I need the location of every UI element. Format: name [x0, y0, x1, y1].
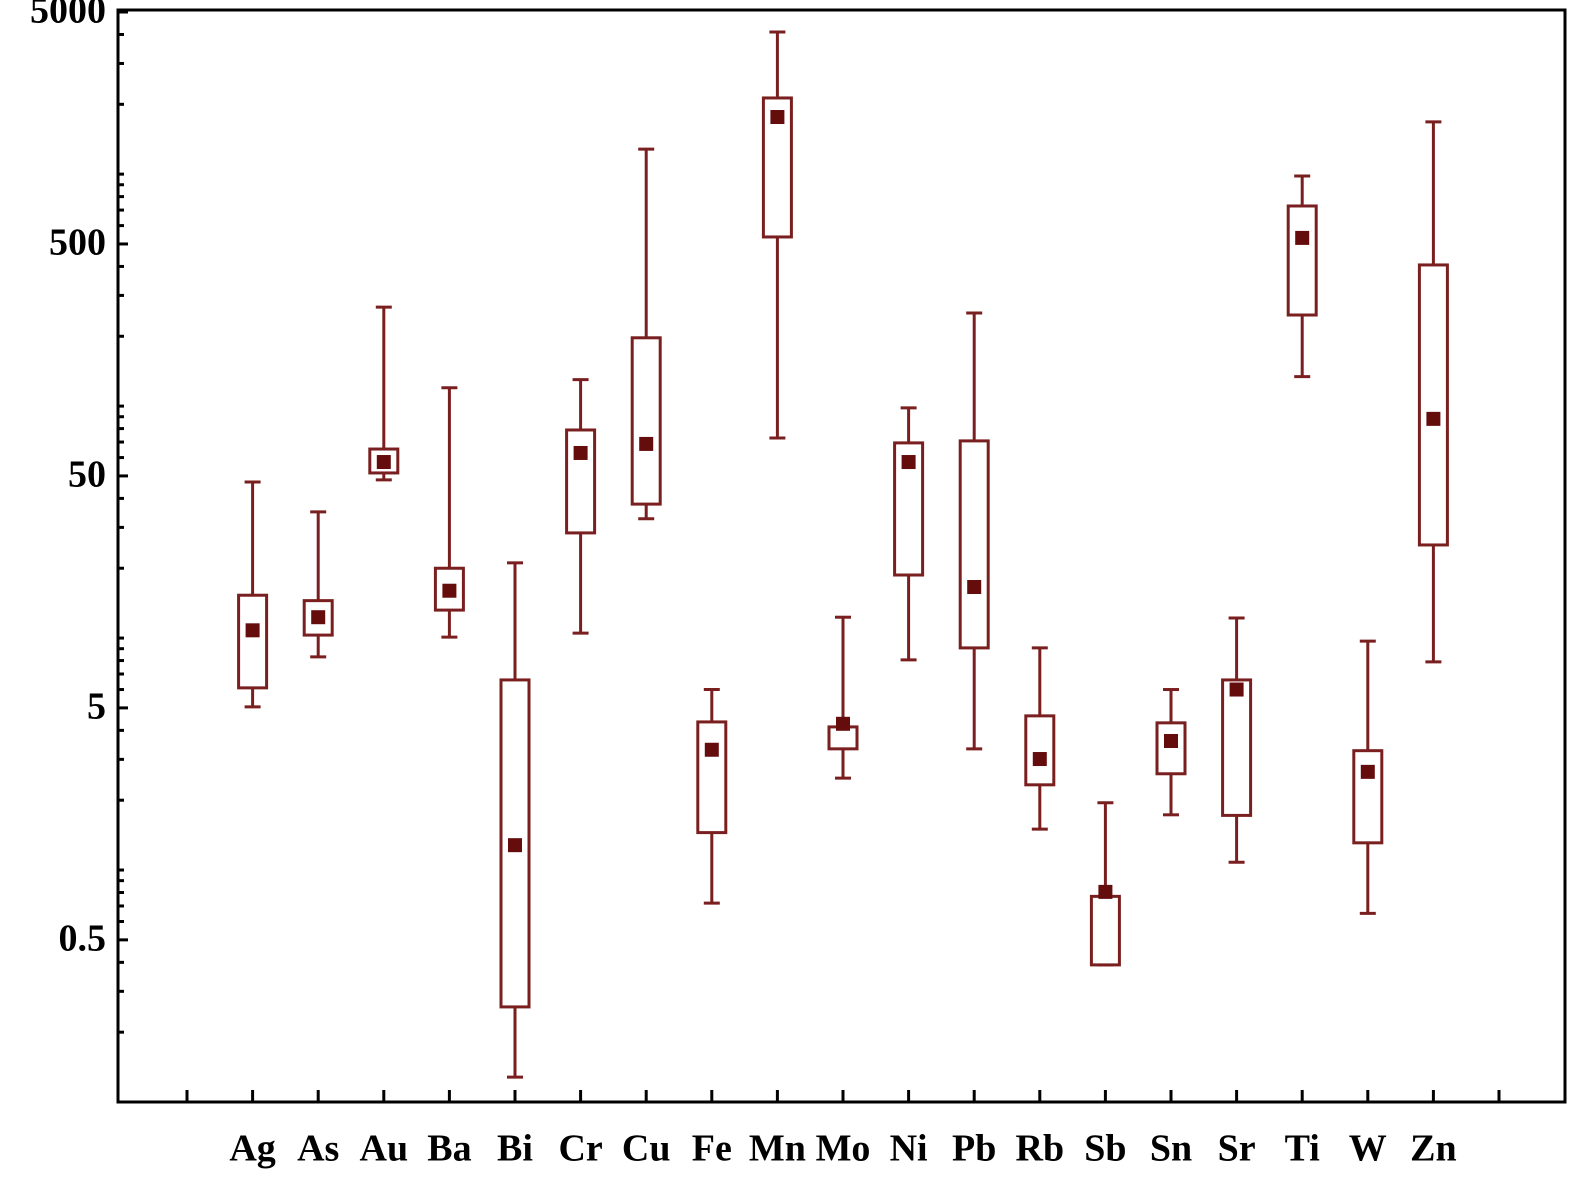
box: [1089, 894, 1121, 967]
x-tick-label: Ni: [890, 1128, 928, 1170]
box: [1155, 721, 1187, 776]
median: [442, 583, 457, 598]
median: [1426, 411, 1441, 426]
median: [311, 610, 326, 625]
x-tick-label: Ba: [427, 1128, 471, 1170]
median: [1229, 682, 1244, 697]
box: [237, 593, 269, 690]
y-tick-label: 5000: [30, 0, 106, 32]
x-tick-label: As: [297, 1128, 339, 1170]
y-tick-label: 500: [49, 222, 106, 264]
x-tick-label: Fe: [692, 1128, 732, 1170]
median: [1032, 752, 1047, 767]
x-tick-label: Mo: [816, 1128, 871, 1170]
median: [704, 742, 719, 757]
median: [1295, 230, 1310, 245]
box: [1417, 263, 1449, 547]
median: [1164, 733, 1178, 748]
x-tick-label: Rb: [1016, 1128, 1065, 1170]
x-tick-label: Pb: [952, 1128, 996, 1170]
box: [696, 720, 728, 835]
box: [630, 336, 662, 506]
median: [639, 436, 654, 451]
y-tick-label: 50: [68, 454, 106, 496]
x-tick-label: Au: [360, 1128, 409, 1170]
x-tick-label: Bi: [497, 1128, 533, 1170]
x-tick-label: Sb: [1084, 1128, 1126, 1170]
plot-frame: [116, 8, 1567, 1104]
x-tick-label: Ag: [229, 1128, 275, 1170]
median: [245, 623, 260, 638]
x-tick-label: Cu: [622, 1128, 671, 1170]
median: [573, 445, 588, 460]
box: [958, 439, 990, 650]
box: [565, 428, 597, 535]
y-tick-label: 5: [87, 686, 106, 728]
x-tick-label: W: [1349, 1128, 1387, 1170]
median: [836, 716, 850, 731]
median: [1360, 764, 1375, 779]
box: [1352, 749, 1384, 845]
x-tick-label: Sn: [1150, 1128, 1192, 1170]
box: [1286, 204, 1318, 317]
median: [1098, 884, 1113, 899]
x-tick-label: Zn: [1410, 1128, 1456, 1170]
x-tick-label: Sr: [1218, 1128, 1256, 1170]
median: [901, 455, 916, 470]
box: [1024, 714, 1056, 787]
x-tick-label: Ti: [1285, 1128, 1320, 1170]
x-tick-label: Mn: [749, 1128, 806, 1170]
median: [376, 455, 391, 470]
median: [770, 110, 785, 125]
box: [1221, 678, 1253, 817]
y-tick-label: 0.5: [59, 918, 107, 960]
median: [508, 838, 522, 853]
x-tick-label: Cr: [558, 1128, 602, 1170]
median: [967, 580, 982, 595]
